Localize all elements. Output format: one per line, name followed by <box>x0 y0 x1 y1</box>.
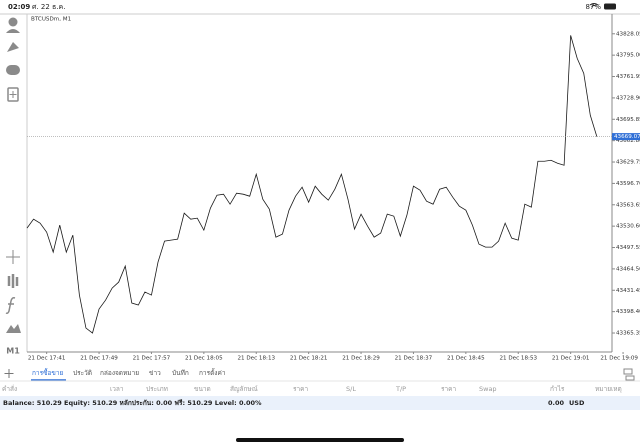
current-price-box <box>612 133 640 141</box>
account-icon-body <box>6 29 20 33</box>
chart-type-icon[interactable] <box>7 274 19 288</box>
x-tick-label: 21 Dec 19:09 <box>600 356 638 362</box>
x-tick-label: 21 Dec 18:37 <box>395 356 433 362</box>
home-indicator <box>236 438 404 442</box>
y-tick-label: 43795.00 <box>616 53 640 59</box>
tab[interactable]: การซื้อขาย <box>32 368 63 377</box>
chat-icon[interactable] <box>6 65 20 75</box>
column-header: หมายเหตุ <box>595 385 622 393</box>
sidebar: M1 <box>5 17 21 356</box>
crosshair-icon[interactable] <box>6 250 20 264</box>
trade-icon[interactable] <box>7 42 19 52</box>
chart-title: BTCUSDm, M1 <box>31 17 72 23</box>
status-battery: 87% <box>585 3 601 11</box>
tab[interactable]: บันทึก <box>172 369 189 377</box>
current-price-label: 43669.07 <box>614 134 640 140</box>
tabs-bar <box>0 364 640 381</box>
balance-row <box>0 396 640 410</box>
y-tick-label: 43662.80 <box>616 138 640 144</box>
y-tick-label: 43629.75 <box>616 160 640 166</box>
x-tick-label: 21 Dec 18:53 <box>499 356 537 362</box>
column-header: เวลา <box>110 385 124 393</box>
column-header: คำสั่ง <box>2 384 17 393</box>
status-time: 02:09 <box>8 3 30 11</box>
x-tick-label: 21 Dec 18:05 <box>185 356 223 362</box>
column-header: T/P <box>395 385 406 393</box>
x-tick-label: 21 Dec 17:49 <box>80 356 118 362</box>
add-icon[interactable] <box>7 87 19 102</box>
y-tick-label: 43695.85 <box>616 117 640 123</box>
indicator-icon[interactable] <box>5 297 16 314</box>
x-tick-label: 21 Dec 17:57 <box>133 356 171 362</box>
y-tick-label: 43728.90 <box>616 95 640 101</box>
y-tick-label: 43596.70 <box>616 181 640 187</box>
status-date: ศ. 22 ธ.ค. <box>32 3 65 11</box>
y-tick-label: 43761.95 <box>616 74 640 80</box>
column-header: ราคา <box>293 385 308 393</box>
objects-icon[interactable] <box>6 324 21 333</box>
battery-icon <box>604 3 616 10</box>
x-tick-label: 21 Dec 18:13 <box>237 356 275 362</box>
tab[interactable]: การตั้งค่า <box>199 368 226 377</box>
y-tick-label: 43398.40 <box>616 309 640 315</box>
price-line <box>26 35 598 334</box>
column-header: สัญลักษณ์ <box>230 385 258 393</box>
tab[interactable]: ประวัติ <box>73 369 92 377</box>
balance-text: Balance: 510.29 Equity: 510.29 หลักประกั… <box>3 399 262 407</box>
layout-icon[interactable] <box>623 368 635 381</box>
column-header: กำไร <box>550 385 565 393</box>
x-tick-label: 21 Dec 18:21 <box>290 356 328 362</box>
y-tick-label: 43563.65 <box>616 202 640 208</box>
account-icon[interactable] <box>8 17 18 27</box>
add-icon-plus <box>9 91 17 98</box>
column-header: ขนาด <box>194 385 211 393</box>
profit-currency: USD <box>569 399 585 407</box>
y-tick-label: 43497.55 <box>616 245 640 251</box>
wifi-icon <box>589 3 599 7</box>
y-tick-label: 43431.45 <box>616 288 640 294</box>
y-tick-label: 43828.05 <box>616 31 640 37</box>
y-tick-label: 43464.50 <box>616 266 640 272</box>
tab[interactable]: กล่องจดหมาย <box>100 369 139 377</box>
y-tick-label: 43365.35 <box>616 331 640 337</box>
y-tick-label: 43530.60 <box>616 224 640 230</box>
tab[interactable]: ข่าว <box>149 369 161 377</box>
x-tick-label: 21 Dec 17:41 <box>28 356 66 362</box>
x-tick-label: 21 Dec 18:45 <box>447 356 485 362</box>
x-tick-label: 21 Dec 18:29 <box>342 356 380 362</box>
timeframe-button[interactable]: M1 <box>6 347 20 356</box>
x-tick-label: 21 Dec 19:01 <box>552 356 590 362</box>
column-header: ราคา <box>441 385 456 393</box>
column-header: Swap <box>479 385 497 393</box>
profit-value: 0.00 <box>548 399 565 407</box>
add-order-icon[interactable] <box>4 369 14 378</box>
column-header: S/L <box>346 385 356 393</box>
column-header: ประเภท <box>146 385 168 393</box>
